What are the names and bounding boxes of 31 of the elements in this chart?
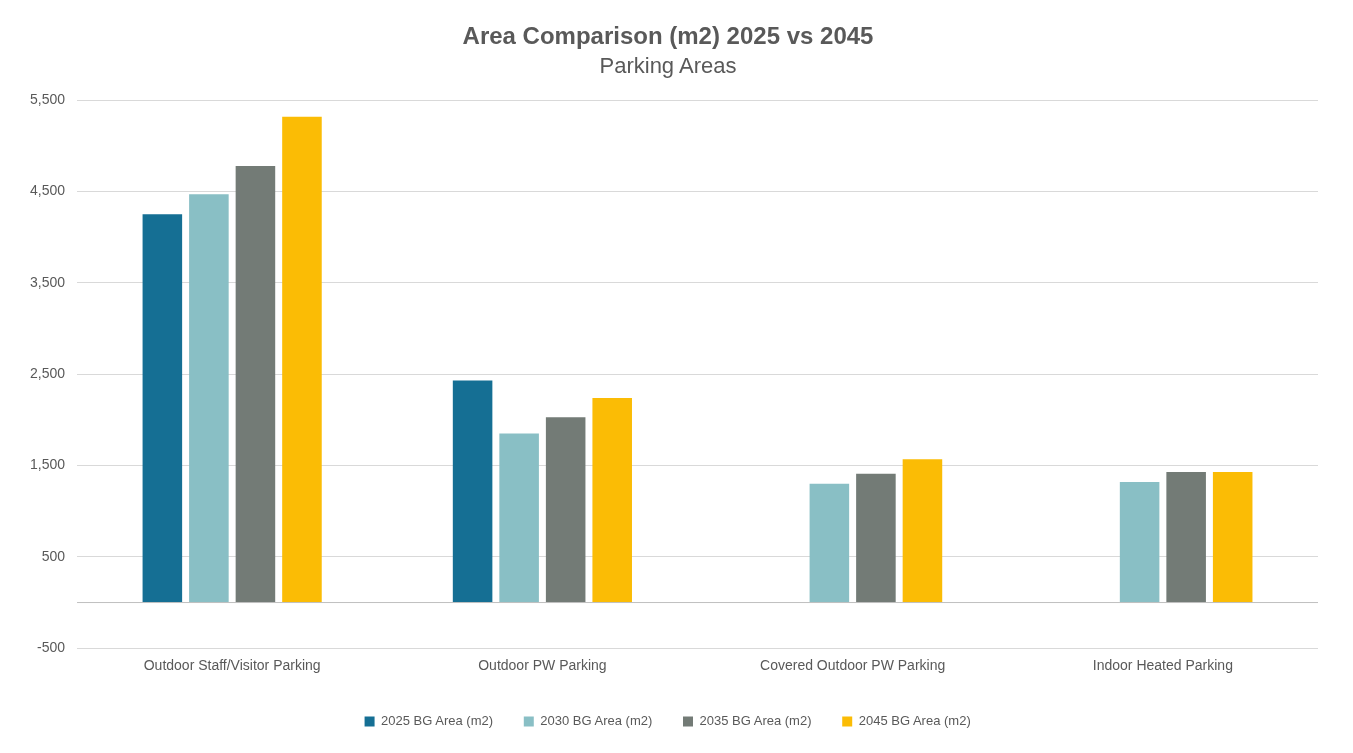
bar [856,473,896,603]
bar [545,417,586,603]
bar [1119,481,1160,603]
legend-label: 2035 BG Area (m2) [699,713,812,729]
bar [809,483,850,603]
bar [499,433,539,603]
y-tick-label: 500 [41,547,66,564]
y-tick-label: 4,500 [29,182,66,199]
y-tick-label: -500 [37,639,66,656]
bar [902,459,943,603]
bar [452,380,493,603]
bar [592,397,632,603]
x-tick-label: Indoor Heated Parking [1092,657,1233,674]
y-tick-label: 1,500 [29,456,66,473]
x-tick-label: Covered Outdoor PW Parking [760,657,946,674]
chart-title: Area Comparison (m2) 2025 vs 2045 [462,22,874,50]
bar [282,116,322,603]
legend-label: 2030 BG Area (m2) [540,713,653,729]
legend-label: 2025 BG Area (m2) [381,713,494,729]
bar [1212,471,1253,603]
bar [235,165,276,603]
bar [189,194,229,603]
y-tick-label: 5,500 [29,91,66,108]
chart-subtitle: Parking Areas [599,53,737,79]
legend-label: 2045 BG Area (m2) [858,713,971,729]
bar [142,214,183,603]
x-tick-label: Outdoor Staff/Visitor Parking [143,657,321,674]
x-tick-label: Outdoor PW Parking [478,657,607,674]
y-tick-label: 3,500 [29,273,66,290]
y-tick-label: 2,500 [29,365,66,382]
bar [1166,471,1206,603]
